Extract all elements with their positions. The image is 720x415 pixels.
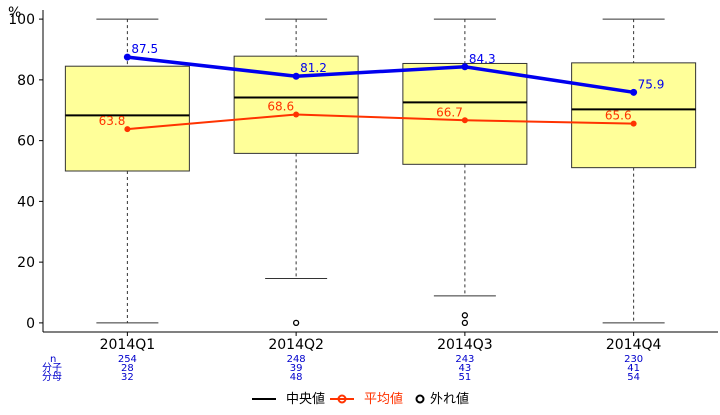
box-2014Q1 — [64, 18, 190, 324]
series-path — [127, 113, 634, 131]
series-point — [461, 117, 468, 124]
iqr-box — [571, 62, 697, 169]
data-label: 81.2 — [300, 61, 327, 75]
stats-value: 43 — [459, 363, 472, 374]
x-tick-label: 2014Q3 — [437, 337, 493, 353]
series-point — [461, 63, 469, 71]
data-label: 84.3 — [469, 52, 496, 66]
series-line-secondary: 87.5 81.2 84.3 75.9 — [123, 42, 665, 96]
stats-value: 39 — [290, 363, 303, 374]
stats-value: 41 — [627, 363, 640, 374]
data-label: 65.6 — [605, 109, 632, 123]
y-tick-label: 40 — [17, 194, 35, 210]
box-2014Q2 — [233, 18, 359, 327]
iqr-box — [64, 65, 190, 172]
iqr-box — [402, 62, 528, 165]
x-tick-label: 2014Q4 — [606, 337, 662, 353]
series-point — [123, 53, 131, 61]
y-tick-label: 20 — [17, 255, 35, 271]
series-point — [630, 88, 638, 96]
stats-value: 230 — [624, 354, 643, 365]
series-point — [292, 72, 300, 80]
y-tick-label: 60 — [17, 134, 35, 150]
x-tick-label: 2014Q2 — [268, 337, 324, 353]
outlier-point — [461, 312, 469, 319]
stats-row-label: n — [50, 354, 56, 365]
series-point — [124, 126, 131, 133]
series-line-mean: 63.8 68.6 66.7 65.6 — [99, 99, 637, 133]
box-2014Q4 — [571, 18, 697, 324]
stats-value: 54 — [627, 372, 640, 383]
legend-label: 平均値 — [364, 391, 403, 407]
outlier-point — [292, 319, 300, 327]
data-label: 68.6 — [267, 99, 294, 113]
y-tick-label: 0 — [26, 316, 35, 332]
stats-value: 254 — [118, 354, 137, 365]
stats-row-label: 分母 — [42, 371, 62, 383]
data-label: 87.5 — [131, 42, 158, 56]
y-tick-label: 100 — [8, 12, 35, 28]
stats-value: 32 — [121, 372, 134, 383]
series-point — [293, 111, 300, 118]
stats-value: 248 — [287, 354, 306, 365]
outlier-point — [461, 319, 469, 327]
stats-value: 48 — [290, 372, 303, 383]
data-label: 63.8 — [99, 114, 126, 128]
data-label: 66.7 — [436, 105, 463, 119]
data-label: 75.9 — [638, 77, 665, 91]
legend-outlier-marker — [415, 394, 425, 404]
series-point — [630, 120, 637, 127]
y-axis-label: % — [8, 5, 21, 21]
x-tick-label: 2014Q1 — [100, 337, 156, 353]
legend-label: 中央値 — [286, 391, 325, 407]
stats-value: 51 — [459, 372, 472, 383]
stats-value: 243 — [455, 354, 474, 365]
y-tick-label: 80 — [17, 73, 35, 89]
stats-row-label: 分子 — [42, 362, 62, 374]
legend-mean-marker — [337, 394, 347, 404]
series-path — [127, 55, 634, 95]
stats-value: 28 — [121, 363, 134, 374]
legend-label: 外れ値 — [430, 391, 469, 407]
